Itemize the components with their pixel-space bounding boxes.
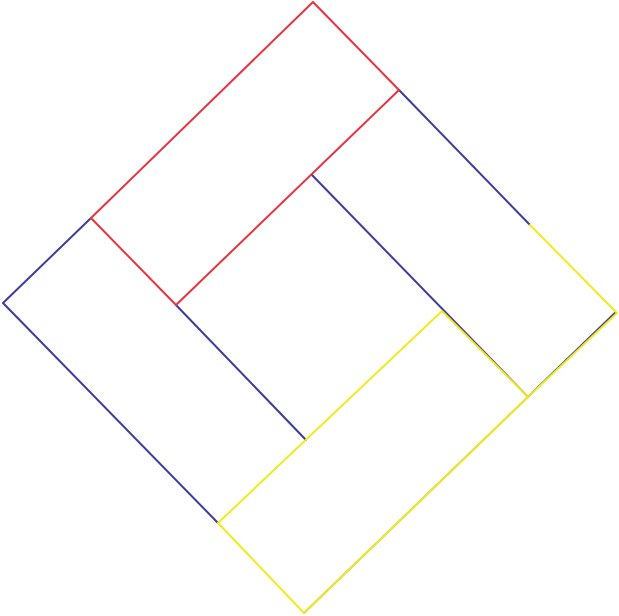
- left-blue-rectangle: [2, 217, 219, 524]
- top-red-rectangle: [90, 1, 400, 306]
- left-blue-rectangle-inner-edge: [175, 304, 307, 441]
- yellow-rectangle-group: [217, 224, 618, 614]
- yellow-right-corner-edge: [527, 224, 618, 398]
- red-rectangle-group: [90, 1, 400, 306]
- right-blue-rectangle: [398, 89, 531, 226]
